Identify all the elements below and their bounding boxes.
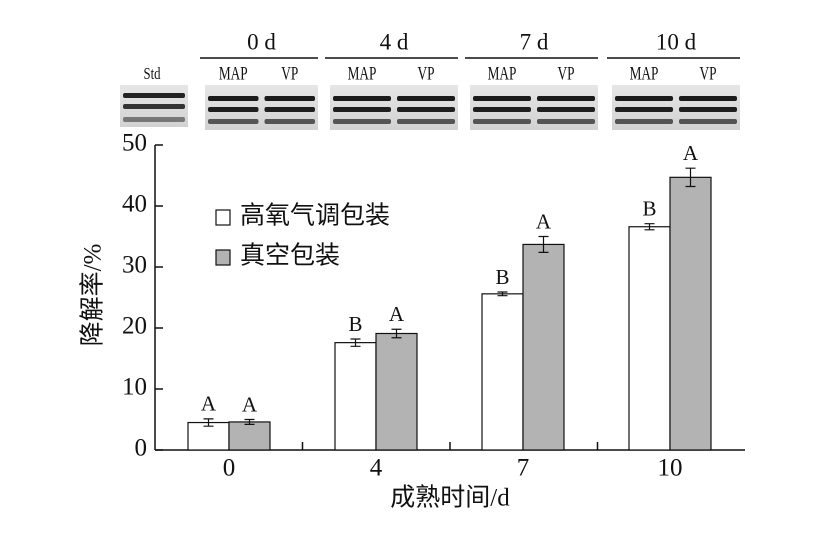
significance-label: B (495, 265, 509, 289)
y-tick-label: 20 (122, 313, 147, 340)
significance-label: A (242, 392, 258, 416)
legend-label: 高氧气调包装 (240, 202, 390, 230)
gel-band (333, 107, 391, 112)
y-tick-label: 30 (122, 252, 147, 279)
legend-swatch (215, 249, 231, 266)
gel-lane-label: MAP (219, 62, 248, 84)
y-tick-label: 10 (122, 374, 147, 401)
y-axis-label: 降解率/% (79, 244, 107, 347)
x-tick-label: 7 (517, 455, 530, 482)
gel-lane-label: MAP (630, 62, 659, 84)
gel-lane-label: VP (281, 62, 298, 84)
gel-band (123, 93, 185, 98)
significance-label: B (348, 312, 362, 336)
gel-band (123, 104, 185, 109)
gel-lane-label: VP (700, 62, 717, 84)
error-bar (350, 338, 361, 347)
bar (522, 243, 565, 451)
y-tick-label: 40 (122, 191, 147, 218)
bar (669, 176, 712, 451)
significance-label: B (642, 197, 656, 221)
gel-band (679, 107, 737, 112)
gel-group-label: 10 d (656, 29, 697, 54)
error-bar (497, 291, 508, 297)
gel-lane-label: MAP (488, 62, 517, 84)
x-tick-label: 10 (658, 455, 683, 482)
gel-band (679, 119, 737, 124)
x-tick-label: 4 (370, 455, 383, 482)
gel-band (123, 117, 185, 122)
legend-label: 真空包装 (240, 242, 340, 270)
gel-band (208, 107, 259, 112)
error-bar (203, 418, 214, 427)
gel-band (264, 119, 315, 124)
legend-swatch (215, 209, 231, 226)
x-tick-label: 0 (223, 455, 236, 482)
significance-label: A (683, 141, 699, 165)
gel-group-label: 7 d (520, 29, 549, 54)
gel-lane-label: VP (558, 62, 575, 84)
gel-band (473, 119, 531, 124)
gel-band (208, 96, 259, 101)
error-bar (391, 328, 402, 339)
gel-band (473, 96, 531, 101)
gel-band (537, 119, 595, 124)
bar (628, 226, 671, 451)
significance-label: A (389, 302, 405, 326)
gel-band (333, 96, 391, 101)
gel-band (537, 96, 595, 101)
gel-band (264, 96, 315, 101)
gel-band (473, 107, 531, 112)
gel-band (208, 119, 259, 124)
gel-band (397, 96, 455, 101)
gel-band (264, 107, 315, 112)
error-bar (644, 223, 655, 231)
gel-band (615, 119, 673, 124)
gel-band (615, 96, 673, 101)
bar (481, 293, 524, 451)
error-bar (538, 235, 549, 253)
error-bar (244, 418, 255, 425)
y-tick-label: 50 (122, 130, 147, 157)
significance-label: A (201, 392, 217, 416)
bar (228, 421, 271, 451)
bar (334, 342, 377, 451)
gel-band (615, 107, 673, 112)
gel-band (397, 107, 455, 112)
gel-std-label: Std (144, 65, 161, 83)
gel-band (679, 96, 737, 101)
x-axis-label: 成熟时间/d (390, 484, 510, 512)
gel-group-label: 4 d (380, 29, 409, 54)
gel-lane-label: VP (418, 62, 435, 84)
error-bar (685, 167, 696, 188)
gel-band (397, 119, 455, 124)
significance-label: A (536, 209, 552, 233)
bar (375, 332, 418, 451)
gel-band (333, 119, 391, 124)
gel-band (537, 107, 595, 112)
gel-group-label: 0 d (247, 29, 276, 54)
gel-lane-label: MAP (348, 62, 377, 84)
y-tick-label: 0 (135, 435, 148, 462)
